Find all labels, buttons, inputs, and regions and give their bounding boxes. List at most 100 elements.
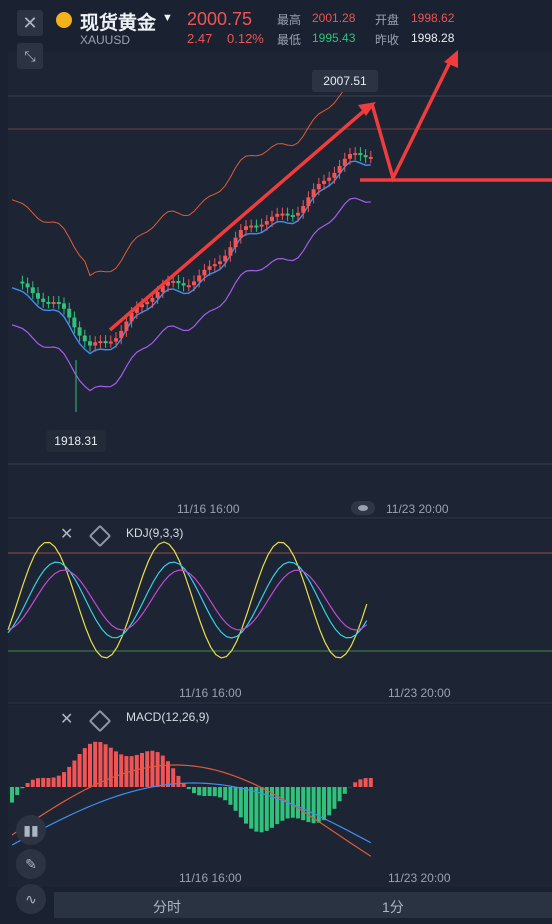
macd-histogram-bar xyxy=(181,783,186,787)
kdj-panel xyxy=(8,520,552,702)
prev-close-value: 1998.28 xyxy=(411,31,455,45)
lower-band xyxy=(11,197,371,392)
kdj-time-label-2: 11/23 20:00 xyxy=(388,686,451,700)
candle-body xyxy=(207,266,212,270)
indicator-button[interactable]: ∿ xyxy=(16,884,46,914)
tab-timeshare[interactable]: 分时 xyxy=(153,899,181,915)
candle-body xyxy=(140,304,144,308)
macd-histogram-bar xyxy=(322,787,326,821)
macd-time-label-1: 11/16 16:00 xyxy=(179,871,242,885)
macd-histogram-bar xyxy=(46,777,51,787)
macd-histogram-bar xyxy=(176,775,181,787)
macd-histogram-bar xyxy=(145,751,150,787)
high-value: 2001.28 xyxy=(312,11,356,25)
price-change-pct: 0.12% xyxy=(227,31,264,46)
candle-body xyxy=(41,298,46,302)
candle-body xyxy=(202,269,207,276)
candle-body xyxy=(129,312,134,322)
macd-histogram-bar xyxy=(134,754,139,787)
candle-body xyxy=(72,317,77,328)
candle-body xyxy=(145,301,150,305)
kdj-j-line xyxy=(7,541,368,659)
candle-body xyxy=(114,338,118,342)
tab-1min[interactable]: 1分 xyxy=(382,899,404,915)
macd-histogram-bar xyxy=(327,787,332,816)
macd-histogram-bar xyxy=(218,787,222,798)
macd-histogram-bar xyxy=(368,777,373,787)
candle-body xyxy=(306,197,311,207)
candle-body xyxy=(20,281,25,284)
candle-body xyxy=(25,283,30,288)
candle-body xyxy=(197,275,202,282)
trend-arrow xyxy=(108,102,374,332)
kdj-close-button[interactable]: ✕ xyxy=(60,526,74,543)
eye-icon xyxy=(358,505,368,511)
open-label: 开盘 xyxy=(375,13,400,27)
candle-body xyxy=(103,341,108,344)
eye-toggle-button[interactable] xyxy=(351,501,375,515)
macd-dea-line xyxy=(11,782,372,846)
last-price: 2000.75 xyxy=(187,9,253,29)
macd-histogram-bar xyxy=(10,787,14,803)
kdj-d-line xyxy=(7,569,368,631)
candle-body xyxy=(327,177,332,181)
macd-panel xyxy=(8,705,552,887)
macd-close-button[interactable]: ✕ xyxy=(60,711,74,728)
candle-body xyxy=(82,335,87,342)
close-chart-button[interactable]: ✕ xyxy=(17,10,43,36)
macd-histogram-bar xyxy=(166,761,170,787)
prev-close-label: 昨收 xyxy=(375,33,400,47)
candlestick-icon: ▮▮ xyxy=(23,821,39,838)
macd-histogram-bar xyxy=(98,742,103,787)
candle-body xyxy=(275,213,280,217)
macd-histogram-bar xyxy=(249,787,254,829)
candle-body xyxy=(93,342,98,346)
symbol-dropdown-icon[interactable]: ▼ xyxy=(162,12,173,24)
candle-body xyxy=(160,285,165,293)
candle-body xyxy=(30,287,35,294)
draw-tool-button[interactable]: ✎ xyxy=(16,849,46,879)
min-price-callout: 1918.31 xyxy=(46,430,106,452)
macd-histogram-bar xyxy=(88,743,92,787)
candle-body xyxy=(353,153,358,156)
macd-histogram-bar xyxy=(233,787,238,811)
macd-histogram-bar xyxy=(150,750,155,787)
macd-histogram-bar xyxy=(108,747,113,787)
candle-body xyxy=(88,341,92,346)
candle-body xyxy=(166,281,170,286)
macd-histogram-bar xyxy=(244,787,248,824)
macd-histogram-bar xyxy=(155,752,160,787)
macd-histogram-bar xyxy=(119,754,124,787)
macd-histogram-bar xyxy=(62,772,66,787)
candle-body xyxy=(56,301,61,304)
macd-histogram-bar xyxy=(280,787,285,821)
candle-body xyxy=(134,307,139,313)
candle-body xyxy=(301,206,306,213)
candle-body xyxy=(270,216,274,222)
forecast-arrow xyxy=(370,57,454,183)
macd-histogram-bar xyxy=(192,787,196,794)
wave-icon: ∿ xyxy=(25,890,37,907)
symbol-name[interactable]: 现货黄金 xyxy=(80,13,157,34)
macd-histogram-bar xyxy=(254,787,259,832)
macd-histogram-bar xyxy=(160,755,165,787)
macd-histogram-bar xyxy=(202,787,207,797)
macd-time-label-2: 11/23 20:00 xyxy=(388,871,451,885)
macd-histogram-bar xyxy=(77,753,82,787)
candle-body xyxy=(348,153,352,159)
macd-histogram-bar xyxy=(290,787,295,818)
upper-band xyxy=(11,82,371,277)
price-change: 2.47 xyxy=(187,31,213,46)
candle-style-button[interactable]: ▮▮ xyxy=(16,815,46,845)
symbol-code: XAUUSD xyxy=(80,33,131,47)
collapse-button[interactable]: ⤡ xyxy=(17,43,43,69)
candle-body xyxy=(192,281,196,286)
candle-body xyxy=(259,224,264,227)
macd-histogram-bar xyxy=(171,768,176,787)
close-icon: ✕ xyxy=(22,12,38,33)
candle-body xyxy=(36,293,40,299)
open-value: 1998.62 xyxy=(411,11,455,25)
low-value: 1995.43 xyxy=(312,31,356,45)
macd-histogram-bar xyxy=(25,783,30,787)
